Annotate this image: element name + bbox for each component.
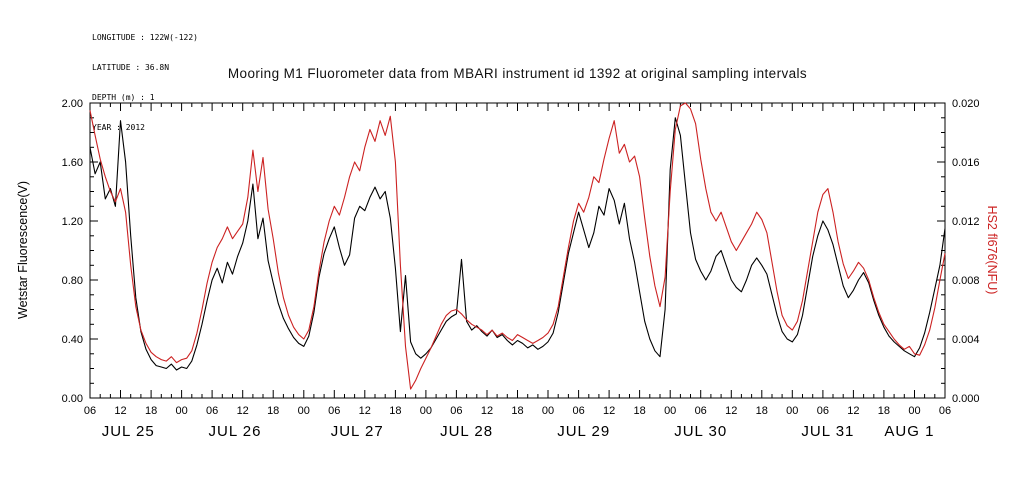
svg-text:0.00: 0.00 [62, 393, 83, 405]
svg-text:12: 12 [725, 405, 737, 417]
svg-text:18: 18 [633, 405, 645, 417]
svg-text:06: 06 [84, 405, 96, 417]
svg-text:00: 00 [664, 405, 676, 417]
svg-text:JUL 29: JUL 29 [557, 423, 610, 440]
svg-text:0.020: 0.020 [952, 98, 980, 110]
chart-title: Mooring M1 Fluorometer data from MBARI i… [227, 66, 808, 81]
svg-text:00: 00 [908, 405, 920, 417]
svg-text:JUL 30: JUL 30 [674, 423, 727, 440]
svg-text:18: 18 [511, 405, 523, 417]
svg-text:18: 18 [145, 405, 157, 417]
series-left [89, 117, 946, 371]
svg-text:JUL 27: JUL 27 [331, 423, 384, 440]
left-axis-labels: 0.00 0.40 0.80 1.20 1.60 2.00 [62, 98, 83, 405]
meta-depth: DEPTH (m) : 1 [92, 93, 155, 102]
series-right [89, 102, 946, 390]
svg-text:12: 12 [237, 405, 249, 417]
svg-text:00: 00 [175, 405, 187, 417]
svg-text:JUL 25: JUL 25 [102, 423, 155, 440]
plot-frame [89, 102, 946, 399]
y-ticks [90, 102, 945, 399]
svg-text:00: 00 [420, 405, 432, 417]
left-axis-title: Wetstar Fluorescence(V) [16, 181, 30, 319]
meta-longitude: LONGITUDE : 122W(-122) [92, 33, 198, 42]
svg-text:06: 06 [450, 405, 462, 417]
svg-text:JUL 31: JUL 31 [801, 423, 854, 440]
svg-text:AUG 1: AUG 1 [884, 423, 934, 440]
meta-latitude: LATITUDE : 36.8N [92, 63, 170, 72]
svg-text:2.00: 2.00 [62, 98, 83, 110]
svg-text:0.016: 0.016 [952, 157, 980, 169]
svg-text:0.008: 0.008 [952, 275, 980, 287]
x-ticks [89, 103, 946, 398]
svg-text:18: 18 [878, 405, 890, 417]
svg-text:0.40: 0.40 [62, 334, 83, 346]
svg-text:0.012: 0.012 [952, 216, 980, 228]
x-tick-labels: 06 12 18 00 06 12 18 00 06 12 18 00 06 12 18 00 06 12 18 00… [84, 405, 951, 417]
svg-text:JUL 26: JUL 26 [209, 423, 262, 440]
svg-text:00: 00 [786, 405, 798, 417]
svg-text:12: 12 [359, 405, 371, 417]
svg-text:0.004: 0.004 [952, 334, 980, 346]
svg-text:12: 12 [847, 405, 859, 417]
svg-text:06: 06 [206, 405, 218, 417]
svg-text:00: 00 [298, 405, 310, 417]
svg-text:JUL 28: JUL 28 [440, 423, 493, 440]
svg-text:18: 18 [756, 405, 768, 417]
svg-text:06: 06 [817, 405, 829, 417]
metadata-block: LONGITUDE : 122W(-122) LATITUDE : 36.8N … [92, 13, 198, 153]
svg-text:06: 06 [328, 405, 340, 417]
day-labels: JUL 25 JUL 26 JUL 27 JUL 28 JUL 29 JUL 30 JUL … [102, 423, 934, 440]
meta-year: YEAR : 2012 [92, 123, 145, 132]
svg-text:18: 18 [267, 405, 279, 417]
svg-text:12: 12 [114, 405, 126, 417]
svg-text:1.60: 1.60 [62, 157, 83, 169]
svg-text:18: 18 [389, 405, 401, 417]
svg-text:06: 06 [939, 405, 951, 417]
svg-text:12: 12 [481, 405, 493, 417]
svg-text:06: 06 [695, 405, 707, 417]
svg-text:12: 12 [603, 405, 615, 417]
right-axis-title: HS2 fl676(NFU) [985, 206, 999, 295]
svg-text:0.000: 0.000 [952, 393, 980, 405]
right-axis-labels: 0.000 0.004 0.008 0.012 0.016 0.020 [952, 98, 980, 405]
svg-text:06: 06 [572, 405, 584, 417]
svg-text:1.20: 1.20 [62, 216, 83, 228]
svg-text:0.80: 0.80 [62, 275, 83, 287]
svg-text:00: 00 [542, 405, 554, 417]
